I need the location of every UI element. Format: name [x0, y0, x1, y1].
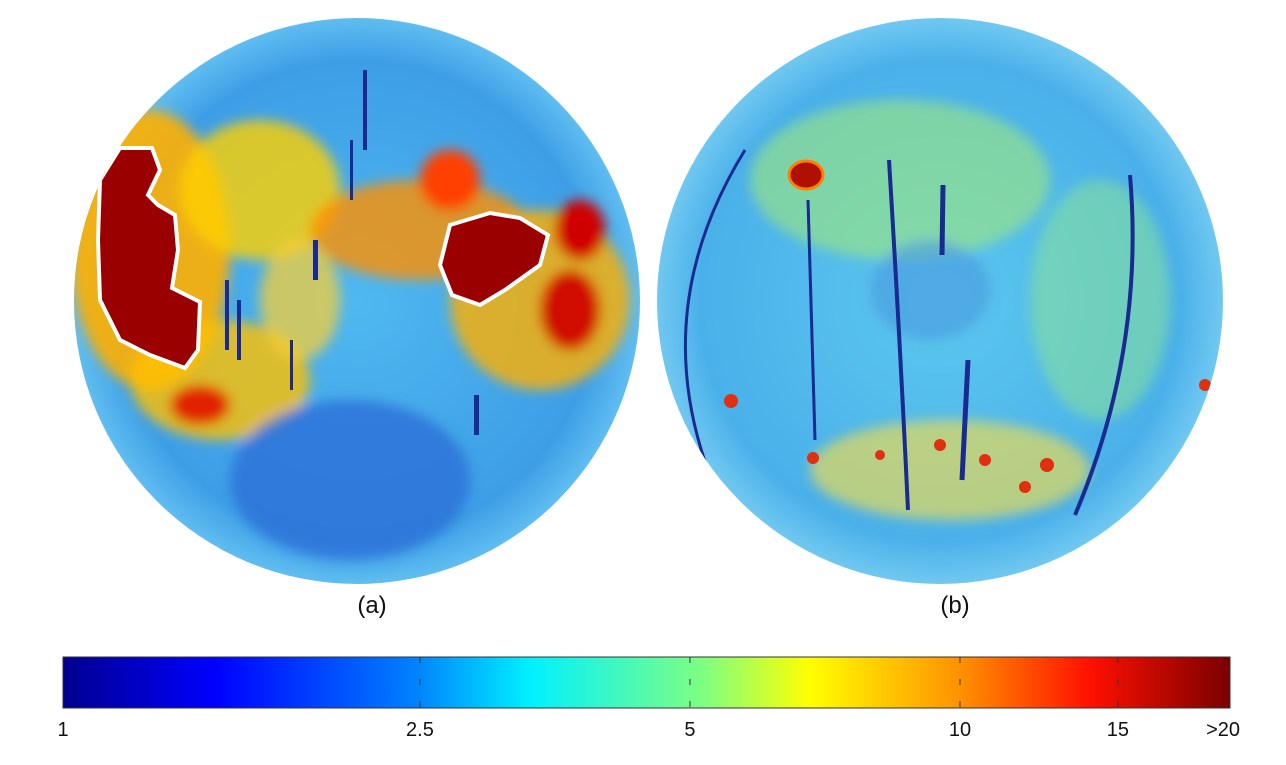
- moon-map-b: [657, 18, 1223, 584]
- colorbar: 1 2.5 5 10 15 >20: [57, 656, 1240, 741]
- colorbar-tick-label: 15: [1107, 719, 1129, 741]
- colorbar-gradient: [62, 656, 1231, 709]
- moon-map-a: [74, 18, 640, 584]
- panel-label-b: (b): [940, 592, 969, 619]
- colorbar-tick-label: 1: [57, 719, 68, 741]
- colorbar-tick-label: 5: [684, 719, 695, 741]
- colorbar-tick-label: 2.5: [406, 719, 434, 741]
- colorbar-tick-label: 10: [949, 719, 971, 741]
- panel-label-a: (a): [357, 592, 386, 619]
- colorbar-tick-label: >20: [1206, 719, 1240, 741]
